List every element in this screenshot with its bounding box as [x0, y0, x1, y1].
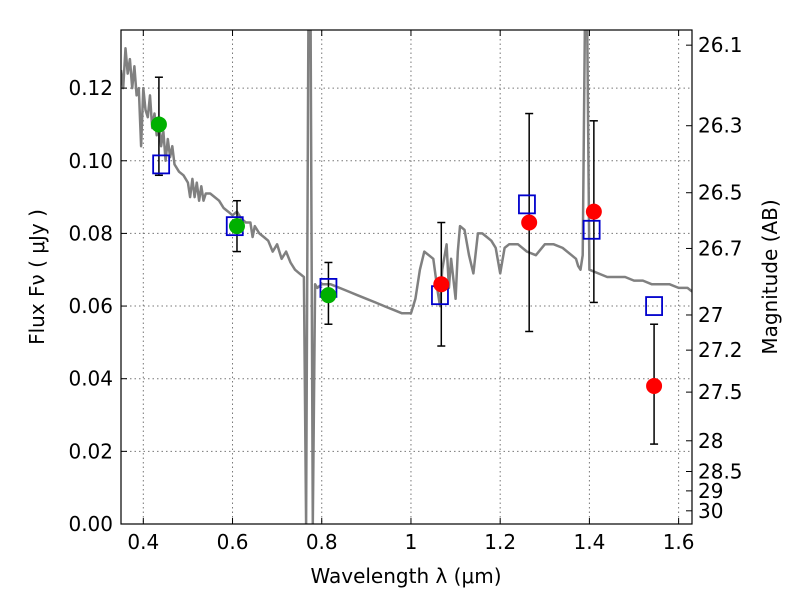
y-tick-label: 0.12 [68, 76, 113, 100]
y-tick-label: 0.10 [68, 149, 113, 173]
mag-tick-label: 26.5 [698, 181, 743, 205]
low-snr-point [585, 203, 602, 220]
axis-ticks: 0.4 0.6 0.8 1 1.2 1.4 1.6 0.00 0.02 0.04 0.06 0.08 0… [68, 30, 743, 554]
x-tick-label: 0.4 [127, 530, 159, 554]
mag-tick-label: 30 [698, 499, 723, 523]
y-tick-label: 0.02 [68, 439, 113, 463]
y-tick-label: 0.06 [68, 294, 113, 318]
detection-point [150, 116, 167, 133]
detection-point [320, 287, 337, 304]
x-axis-title: Wavelength λ (μm) [310, 564, 501, 588]
mag-tick-label: 27.5 [698, 380, 743, 404]
plot-frame [120, 29, 693, 525]
model-flux-marker [582, 219, 601, 240]
x-tick-label: 1 [405, 530, 418, 554]
x-tick-label: 1.6 [663, 530, 695, 554]
mag-tick-label: 29 [698, 479, 723, 503]
y2-axis-title: Magnitude (AB) [758, 199, 782, 354]
model-flux-marker [645, 296, 663, 316]
y-axis-title: Flux Fν ( μJy ) [25, 209, 49, 345]
mag-tick-label: 26.3 [698, 114, 743, 138]
x-tick-label: 0.8 [306, 530, 338, 554]
y-tick-label: 0.00 [68, 512, 113, 536]
x-tick-label: 0.6 [217, 530, 249, 554]
model-flux-marker [152, 154, 171, 175]
detection-point [228, 218, 245, 235]
low-snr-point [433, 276, 450, 293]
mag-tick-label: 28 [698, 429, 723, 453]
x-tick-label: 1.4 [573, 530, 605, 554]
mag-tick-label: 26.1 [698, 33, 743, 57]
y-tick-label: 0.04 [68, 367, 113, 391]
model-sed-line [121, 30, 692, 524]
low-snr-point [646, 377, 663, 394]
mag-tick-label: 28.5 [698, 459, 743, 483]
mag-tick-label: 27.2 [698, 338, 743, 362]
low-snr-point [521, 214, 538, 231]
mag-tick-label: 27 [698, 303, 723, 327]
x-tick-label: 1.2 [484, 530, 516, 554]
plot-area [121, 30, 692, 524]
y-tick-label: 0.08 [68, 221, 113, 245]
model-flux-marker [518, 194, 536, 215]
mag-tick-label: 26.7 [698, 236, 743, 260]
